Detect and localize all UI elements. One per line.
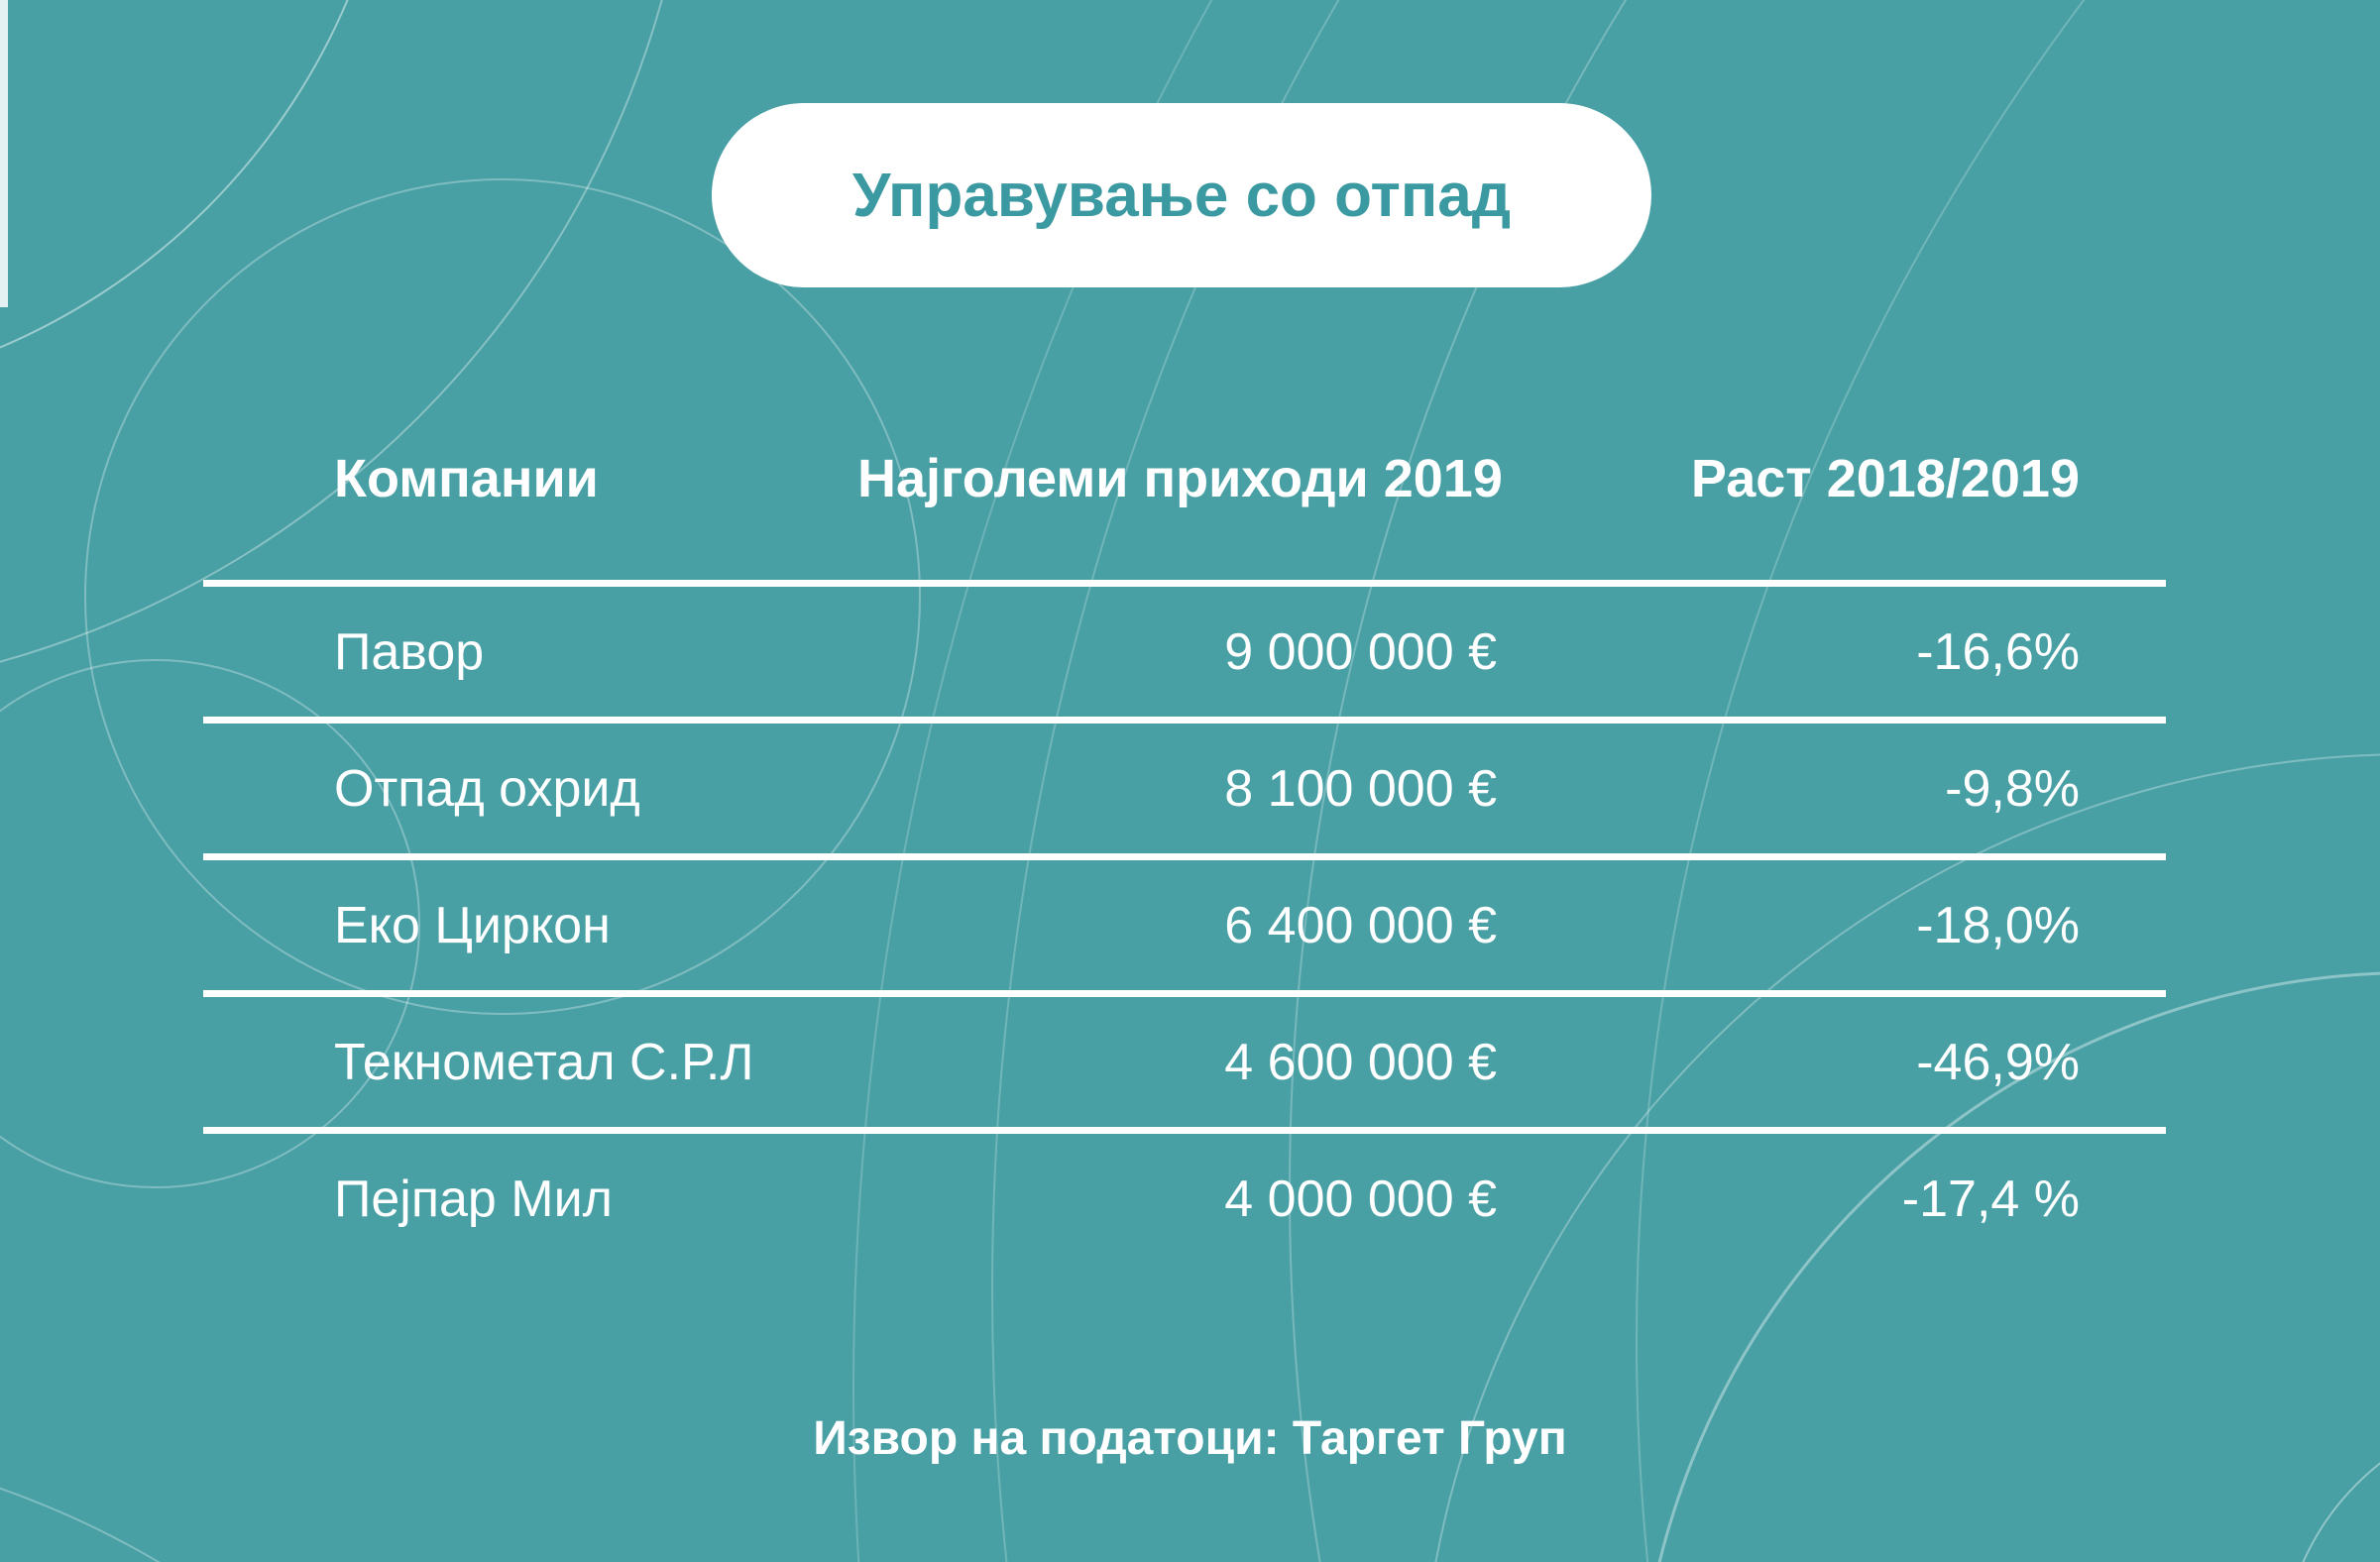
- companies-table: Компании Најголеми приходи 2019 Раст 201…: [203, 431, 2166, 1264]
- growth-cell: -46,9%: [1916, 1033, 2080, 1091]
- header-companies: Компании: [334, 448, 599, 508]
- table-row: Отпад охрид 8 100 000 € -9,8%: [203, 717, 2166, 853]
- table-body: Павор 9 000 000 € -16,6% Отпад охрид 8 1…: [203, 580, 2166, 1264]
- page-title: Управување со отпад: [851, 161, 1512, 230]
- revenue-cell: 6 400 000 €: [1224, 896, 1497, 954]
- company-cell: Еко Циркон: [334, 896, 611, 954]
- table-header-row: Компании Најголеми приходи 2019 Раст 201…: [203, 431, 2166, 580]
- growth-cell: -9,8%: [1945, 759, 2080, 818]
- source-note: Извор на податоци: Таргет Груп: [813, 1412, 1567, 1465]
- company-cell: Павор: [334, 622, 485, 681]
- decorative-circle: [0, 0, 400, 400]
- page-edge-highlight: [0, 0, 8, 307]
- company-cell: Текнометал С.Р.Л: [334, 1033, 754, 1091]
- revenue-cell: 4 600 000 €: [1224, 1033, 1497, 1091]
- header-growth: Раст 2018/2019: [1690, 448, 2080, 508]
- company-cell: Отпад охрид: [334, 759, 640, 818]
- company-cell: Пејпар Мил: [334, 1170, 613, 1228]
- header-revenue: Најголеми приходи 2019: [857, 448, 1503, 508]
- revenue-cell: 9 000 000 €: [1224, 622, 1497, 681]
- table-row: Еко Циркон 6 400 000 € -18,0%: [203, 853, 2166, 990]
- growth-cell: -16,6%: [1916, 622, 2080, 681]
- table-row: Пејпар Мил 4 000 000 € -17,4 %: [203, 1127, 2166, 1264]
- table-row: Павор 9 000 000 € -16,6%: [203, 580, 2166, 717]
- title-pill: Управување со отпад: [712, 103, 1651, 287]
- growth-cell: -18,0%: [1916, 896, 2080, 954]
- table-row: Текнометал С.Р.Л 4 600 000 € -46,9%: [203, 990, 2166, 1127]
- growth-cell: -17,4 %: [1901, 1170, 2080, 1228]
- revenue-cell: 8 100 000 €: [1224, 759, 1497, 818]
- revenue-cell: 4 000 000 €: [1224, 1170, 1497, 1228]
